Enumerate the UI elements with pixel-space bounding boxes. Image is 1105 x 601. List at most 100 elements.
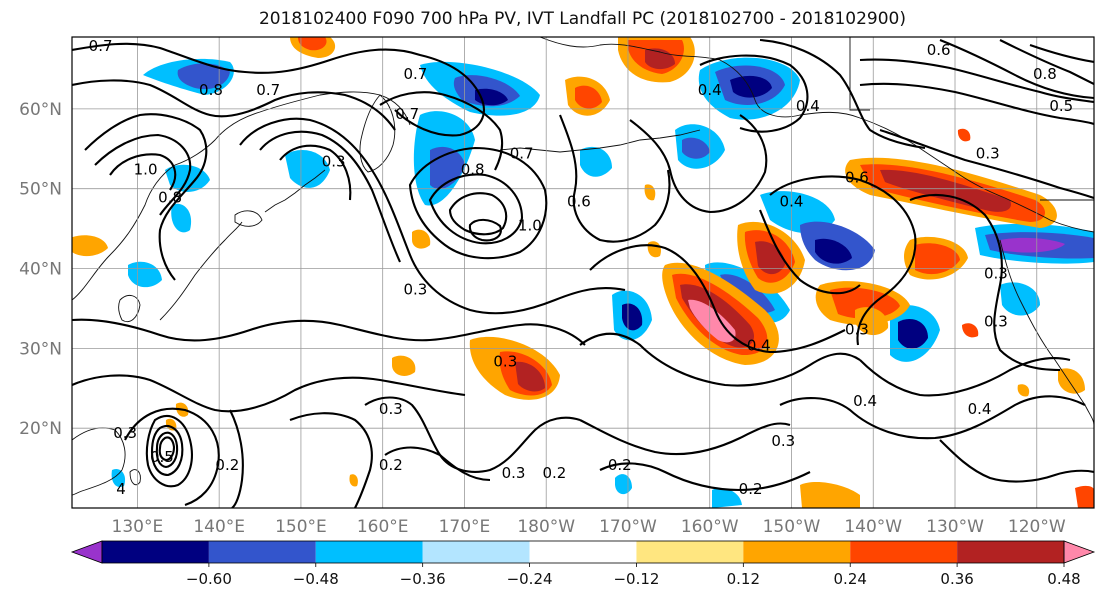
contour-line: [879, 128, 1094, 199]
colorbar-tick-label: 0.12: [727, 570, 760, 588]
shade-neg-blob: [128, 261, 162, 288]
contour-line: [1029, 44, 1094, 64]
chart-title: 2018102400 F090 700 hPa PV, IVT Landfall…: [258, 9, 906, 29]
coastline-korea: [118, 294, 141, 323]
contour-line: [769, 175, 917, 346]
colorbar-segment: [636, 541, 744, 563]
contour-label: 0.6: [845, 169, 869, 187]
contour-label: 0.2: [215, 456, 239, 474]
colorbar: [70, 540, 1096, 564]
shade-neg-blob: [815, 238, 852, 264]
contour-line: [364, 396, 581, 473]
contour-label: 0.8: [199, 81, 223, 99]
contour-line: [589, 244, 846, 354]
contour-line: [379, 91, 504, 171]
contour-label: 0.4: [853, 392, 877, 410]
contour-line: [859, 58, 1094, 104]
coastline-kuril: [264, 169, 326, 213]
contour-label: 0.3: [845, 320, 869, 338]
contour-label: 0.3: [976, 145, 1000, 163]
shade-neg-blob: [682, 137, 710, 159]
shade-pos-blob: [72, 235, 108, 257]
coastlines: [72, 37, 1094, 496]
shade-neg-blob: [1000, 237, 1065, 253]
contour-line: [72, 79, 396, 131]
shade-pos-blob: [392, 355, 416, 376]
contour-line: [779, 395, 1086, 440]
contour-line: [158, 436, 176, 462]
colorbar-segment: [957, 541, 1064, 563]
shade-pos-blob: [412, 229, 431, 249]
contour-label: 0.7: [395, 105, 419, 123]
contour-label: 0.8: [461, 161, 485, 179]
contour-label: 0.4: [747, 336, 771, 354]
colorbar-segment: [315, 541, 423, 563]
contour-label: 0.2: [379, 456, 403, 474]
shade-pos-blob: [1075, 485, 1094, 508]
shade-neg-blob: [898, 318, 928, 349]
contour-label: 0.3: [984, 312, 1008, 330]
contour-label: 1.0: [134, 161, 158, 179]
colorbar-tick-label: −0.12: [613, 570, 659, 588]
contour-label: 0.5: [1049, 97, 1073, 115]
shade-neg-blob: [1000, 282, 1040, 316]
contour-label: 0.3: [403, 280, 427, 298]
contour-label: 0.3: [771, 432, 795, 450]
contour-label: 0.7: [510, 145, 534, 163]
lon-tick-label: 170°E: [439, 517, 491, 537]
lon-tick-label: 160°E: [357, 517, 409, 537]
shade-neg-blob: [580, 146, 612, 177]
colorbar-tick-label: −0.48: [293, 570, 339, 588]
contour-line: [699, 54, 809, 133]
contour-line: [629, 114, 768, 214]
contour-label: 0.3: [984, 264, 1008, 282]
shade-neg-blob: [720, 274, 775, 313]
contour-label: 0.3: [493, 352, 517, 370]
contour-line: [408, 146, 548, 260]
contour-line: [229, 409, 244, 508]
longitude-axis: 130°E 140°E 150°E 160°E 170°E 180°W 170°W 160°W…: [112, 517, 1066, 537]
contour-line: [259, 130, 401, 263]
contour-line: [109, 153, 177, 191]
colorbar-tick-label: 0.48: [1047, 570, 1080, 588]
contour-line: [145, 415, 193, 488]
lon-tick-label: 120°W: [1008, 517, 1066, 537]
lon-tick-label: 130°W: [926, 517, 984, 537]
shade-pos-blob: [575, 85, 602, 109]
contour-label: 0.7: [89, 37, 113, 55]
contour-line: [124, 407, 220, 506]
contour-label: 0.2: [542, 464, 566, 482]
lon-tick-label: 150°W: [763, 517, 821, 537]
contour-line: [999, 39, 1094, 85]
contour-line: [239, 117, 626, 315]
contour-line: [155, 431, 179, 469]
colorbar-segment: [102, 541, 209, 563]
lon-tick-label: 130°E: [112, 517, 164, 537]
colorbar-tick-label: −0.24: [507, 570, 553, 588]
contour-line: [859, 82, 1094, 126]
contour-line: [94, 133, 192, 216]
contour-label: 0.7: [403, 65, 427, 83]
contour-label: 0.5: [150, 448, 174, 466]
contour-labels: 0.70.8 0.70.70.70.31.00.80.80.71.00.60.30…: [89, 37, 1074, 498]
contour-label: 4: [116, 480, 126, 498]
coastline-asia: [72, 91, 411, 301]
colorbar-extend-min: [70, 540, 103, 564]
map-frame: [71, 36, 1095, 509]
contour-line: [939, 39, 1094, 100]
lon-tick-label: 170°W: [599, 517, 657, 537]
shade-pos-blob: [855, 307, 889, 336]
contour-line: [289, 412, 373, 508]
contour-label: 0.3: [322, 153, 346, 171]
colorbar-tick-label: 0.24: [834, 570, 867, 588]
contour-line: [859, 356, 1071, 397]
lon-tick-label: 150°E: [275, 517, 327, 537]
contour-label: 0.4: [968, 400, 992, 418]
colorbar-tick-labels: −0.60 −0.48 −0.36 −0.24 −0.12 0.12 0.24 0.36 0.4…: [186, 563, 1081, 588]
lon-tick-label: 140°E: [193, 517, 245, 537]
contour-line: [468, 218, 502, 242]
colorbar-segment: [422, 541, 530, 563]
contour-label: 1.0: [518, 217, 542, 235]
shade-neg-blob: [712, 488, 742, 508]
contour-line: [909, 194, 1061, 372]
